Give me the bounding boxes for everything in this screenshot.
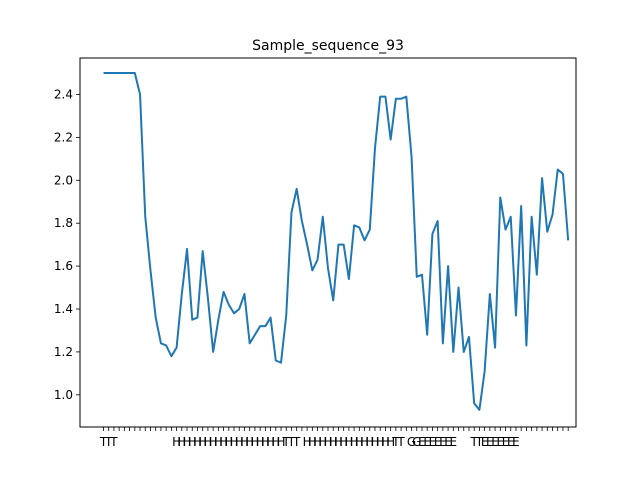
- x-tick-label: H: [303, 435, 312, 449]
- x-tick-label: T: [282, 435, 291, 449]
- x-tick-label: H: [365, 435, 374, 449]
- x-tick-label: H: [240, 435, 249, 449]
- x-tick-label: T: [104, 435, 113, 449]
- x-tick-label: H: [376, 435, 385, 449]
- x-tick-label: H: [339, 435, 348, 449]
- x-tick-label: H: [276, 435, 285, 449]
- series-line: [103, 72, 570, 411]
- x-tick-label: G: [407, 435, 416, 449]
- x-tick-label: H: [266, 435, 275, 449]
- y-axis: 1.0 1.2 1.4 1.6 1.8 2.0 2.2 2.4: [54, 87, 80, 402]
- x-tick-label: H: [271, 435, 280, 449]
- x-tick-label: H: [334, 435, 343, 449]
- x-tick-label: H: [355, 435, 364, 449]
- x-tick-label: H: [209, 435, 218, 449]
- x-tick-label: H: [177, 435, 186, 449]
- x-tick-label: H: [381, 435, 390, 449]
- x-tick-label: H: [183, 435, 192, 449]
- x-tick-label: H: [386, 435, 395, 449]
- x-tick-label: H: [198, 435, 207, 449]
- x-tick-label: T: [292, 435, 301, 449]
- plot-area-frame: [79, 57, 577, 428]
- x-tick-label: E: [507, 435, 515, 449]
- x-tick-label: H: [193, 435, 202, 449]
- x-tick-label: H: [230, 435, 239, 449]
- x-tick-label: H: [360, 435, 369, 449]
- x-tick-label: E: [491, 435, 499, 449]
- x-tick-label: H: [308, 435, 317, 449]
- x-tick-label: E: [418, 435, 426, 449]
- x-tick-label: T: [391, 435, 400, 449]
- x-tick-label: H: [350, 435, 359, 449]
- y-tick-label: 2.0: [54, 173, 73, 187]
- x-tick-label: H: [245, 435, 254, 449]
- x-tick-label: H: [219, 435, 228, 449]
- x-tick-label: H: [313, 435, 322, 449]
- chart-title: Sample_sequence_93: [252, 38, 404, 54]
- x-tick-label: T: [475, 435, 484, 449]
- x-tick-label: H: [188, 435, 197, 449]
- x-tick-label: T: [109, 435, 118, 449]
- x-tick-label: E: [502, 435, 510, 449]
- x-tick-label: E: [512, 435, 520, 449]
- x-tick-label: H: [370, 435, 379, 449]
- x-tick-label: H: [261, 435, 270, 449]
- x-tick-label: G: [412, 435, 421, 449]
- x-tick-label: H: [224, 435, 233, 449]
- x-tick-label: H: [323, 435, 332, 449]
- x-tick-label: H: [235, 435, 244, 449]
- x-tick-label: H: [256, 435, 265, 449]
- y-tick-label: 1.6: [54, 259, 73, 273]
- y-tick-label: 2.4: [54, 87, 73, 101]
- y-tick-label: 1.0: [54, 388, 73, 402]
- x-tick-label: E: [439, 435, 447, 449]
- x-tick-label: H: [214, 435, 223, 449]
- x-tick-label: T: [470, 435, 479, 449]
- x-tick-label: H: [329, 435, 338, 449]
- x-tick-label: E: [496, 435, 504, 449]
- x-tick-label: H: [172, 435, 181, 449]
- y-tick-label: 1.2: [54, 345, 73, 359]
- x-tick-label: H: [250, 435, 259, 449]
- x-tick-label: E: [434, 435, 442, 449]
- x-tick-label: H: [203, 435, 212, 449]
- x-tick-label: E: [429, 435, 437, 449]
- x-tick-label: E: [423, 435, 431, 449]
- x-tick-label: E: [450, 435, 458, 449]
- x-tick-label: T: [99, 435, 108, 449]
- x-tick-label: E: [444, 435, 452, 449]
- y-tick-label: 1.8: [54, 216, 73, 230]
- x-tick-label: T: [287, 435, 296, 449]
- series-points: [103, 73, 569, 410]
- x-tick-label: E: [481, 435, 489, 449]
- x-tick-label: T: [396, 435, 405, 449]
- x-tick-label: E: [486, 435, 494, 449]
- x-tick-label: H: [344, 435, 353, 449]
- y-tick-label: 1.4: [54, 302, 73, 316]
- x-tick-label: H: [318, 435, 327, 449]
- y-tick-label: 2.2: [54, 130, 73, 144]
